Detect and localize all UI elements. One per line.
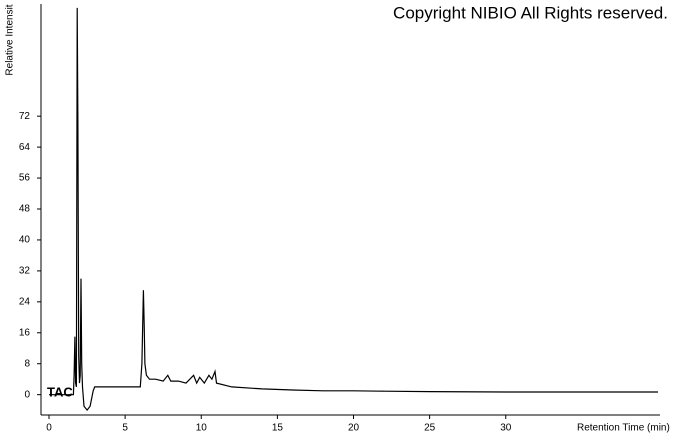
y-tick-label: 48 [19, 204, 31, 215]
x-tick-label: 20 [348, 423, 360, 434]
x-axis-label: Retention Time (min) [577, 423, 670, 434]
trace-label: TAC [47, 384, 73, 399]
x-tick-label: 15 [272, 423, 284, 434]
x-tick-label: 0 [46, 423, 52, 434]
y-tick-label: 56 [19, 173, 31, 184]
y-tick-label: 40 [19, 235, 31, 246]
y-tick-label: 64 [19, 142, 31, 153]
x-tick-label: 25 [424, 423, 436, 434]
y-axis-label: Relative Intensit [5, 4, 16, 75]
x-tick-label: 30 [500, 423, 512, 434]
y-tick-label: 24 [19, 296, 31, 307]
y-tick-label: 8 [24, 358, 30, 369]
chart-title: Copyright NIBIO All Rights reserved. [393, 3, 668, 22]
y-tick-label: 0 [24, 389, 30, 400]
y-tick-label: 72 [19, 111, 31, 122]
trace-line [49, 7, 658, 412]
y-tick-label: 32 [19, 266, 31, 277]
x-tick-label: 5 [122, 423, 128, 434]
y-tick-label: 16 [19, 327, 31, 338]
x-tick-label: 10 [196, 423, 208, 434]
